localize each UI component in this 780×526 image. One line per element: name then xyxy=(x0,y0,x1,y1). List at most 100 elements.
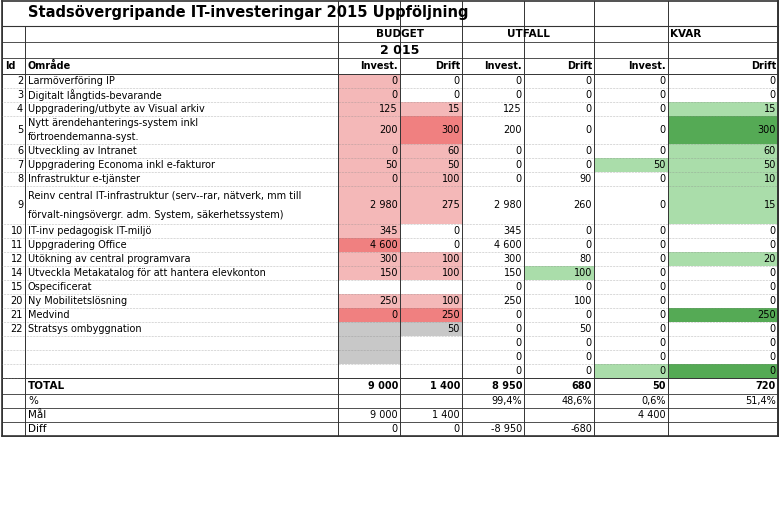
Text: 0: 0 xyxy=(660,146,666,156)
Bar xyxy=(2,116,25,144)
Text: 4 400: 4 400 xyxy=(638,410,666,420)
Text: 0: 0 xyxy=(770,240,776,250)
Text: 100: 100 xyxy=(573,268,592,278)
Text: 0: 0 xyxy=(586,352,592,362)
Text: Drift: Drift xyxy=(750,61,776,71)
Bar xyxy=(2,172,25,186)
Text: 0: 0 xyxy=(586,76,592,86)
Bar xyxy=(25,74,338,88)
Text: 0: 0 xyxy=(586,125,592,135)
Text: 20: 20 xyxy=(11,296,23,306)
Bar xyxy=(668,158,778,172)
Bar xyxy=(338,266,400,280)
Bar xyxy=(594,252,668,266)
Bar xyxy=(400,88,462,102)
Text: 0: 0 xyxy=(660,200,666,210)
Bar xyxy=(668,74,778,88)
Text: 0: 0 xyxy=(770,324,776,334)
Bar xyxy=(2,186,25,224)
Bar xyxy=(462,322,524,336)
Bar xyxy=(594,158,668,172)
Text: 2 015: 2 015 xyxy=(381,44,420,56)
Text: 0: 0 xyxy=(516,76,522,86)
Bar xyxy=(668,172,778,186)
Text: 8 950: 8 950 xyxy=(491,381,522,391)
Text: 100: 100 xyxy=(441,268,460,278)
Bar xyxy=(524,364,594,378)
Bar xyxy=(400,224,462,238)
Bar xyxy=(594,308,668,322)
Text: -680: -680 xyxy=(570,424,592,434)
Bar xyxy=(524,74,594,88)
Bar xyxy=(668,308,778,322)
Bar xyxy=(462,266,524,280)
Text: 0: 0 xyxy=(392,146,398,156)
Bar xyxy=(668,266,778,280)
Bar xyxy=(524,280,594,294)
Text: 0: 0 xyxy=(770,76,776,86)
Text: 9 000: 9 000 xyxy=(370,410,398,420)
Text: 0: 0 xyxy=(516,160,522,170)
Text: 720: 720 xyxy=(756,381,776,391)
Bar xyxy=(462,336,524,350)
Text: Invest.: Invest. xyxy=(629,61,666,71)
Bar xyxy=(524,186,594,224)
Text: Invest.: Invest. xyxy=(484,61,522,71)
Text: Ny Mobilitetslösning: Ny Mobilitetslösning xyxy=(28,296,127,306)
Text: 0: 0 xyxy=(660,366,666,376)
Text: 345: 345 xyxy=(380,226,398,236)
Text: UTFALL: UTFALL xyxy=(506,29,549,39)
Text: 0: 0 xyxy=(660,352,666,362)
Bar xyxy=(338,158,400,172)
Bar xyxy=(668,294,778,308)
Bar xyxy=(668,364,778,378)
Bar xyxy=(25,350,338,364)
Text: Uppgradering Economa inkl e-fakturor: Uppgradering Economa inkl e-fakturor xyxy=(28,160,215,170)
Text: 15: 15 xyxy=(764,104,776,114)
Bar xyxy=(25,266,338,280)
Text: TOTAL: TOTAL xyxy=(28,381,65,391)
Bar xyxy=(338,172,400,186)
Bar xyxy=(594,336,668,350)
Bar xyxy=(668,116,778,144)
Bar xyxy=(462,88,524,102)
Text: 0: 0 xyxy=(660,76,666,86)
Bar xyxy=(462,364,524,378)
Text: 20: 20 xyxy=(764,254,776,264)
Text: Ospecificerat: Ospecificerat xyxy=(28,282,93,292)
Text: BUDGET: BUDGET xyxy=(376,29,424,39)
Text: förtroendemanna-syst.: förtroendemanna-syst. xyxy=(28,132,140,142)
Bar xyxy=(2,144,25,158)
Bar xyxy=(462,350,524,364)
Bar xyxy=(25,102,338,116)
Text: 0: 0 xyxy=(392,90,398,100)
Bar xyxy=(2,350,25,364)
Bar xyxy=(25,252,338,266)
Bar xyxy=(462,102,524,116)
Bar xyxy=(594,322,668,336)
Text: 0: 0 xyxy=(392,76,398,86)
Bar xyxy=(462,308,524,322)
Text: 0: 0 xyxy=(586,282,592,292)
Bar xyxy=(668,88,778,102)
Text: 250: 250 xyxy=(503,296,522,306)
Bar xyxy=(400,322,462,336)
Text: 2: 2 xyxy=(16,76,23,86)
Text: 0: 0 xyxy=(392,174,398,184)
Bar xyxy=(400,364,462,378)
Text: Diff: Diff xyxy=(28,424,47,434)
Text: 0: 0 xyxy=(770,352,776,362)
Bar xyxy=(2,378,778,394)
Bar xyxy=(25,364,338,378)
Bar xyxy=(338,322,400,336)
Text: 0: 0 xyxy=(454,424,460,434)
Bar xyxy=(668,144,778,158)
Text: 0: 0 xyxy=(586,90,592,100)
Bar xyxy=(338,364,400,378)
Text: 100: 100 xyxy=(441,296,460,306)
Bar xyxy=(524,144,594,158)
Text: 0: 0 xyxy=(770,226,776,236)
Bar xyxy=(2,364,25,378)
Bar xyxy=(25,238,338,252)
Bar xyxy=(668,336,778,350)
